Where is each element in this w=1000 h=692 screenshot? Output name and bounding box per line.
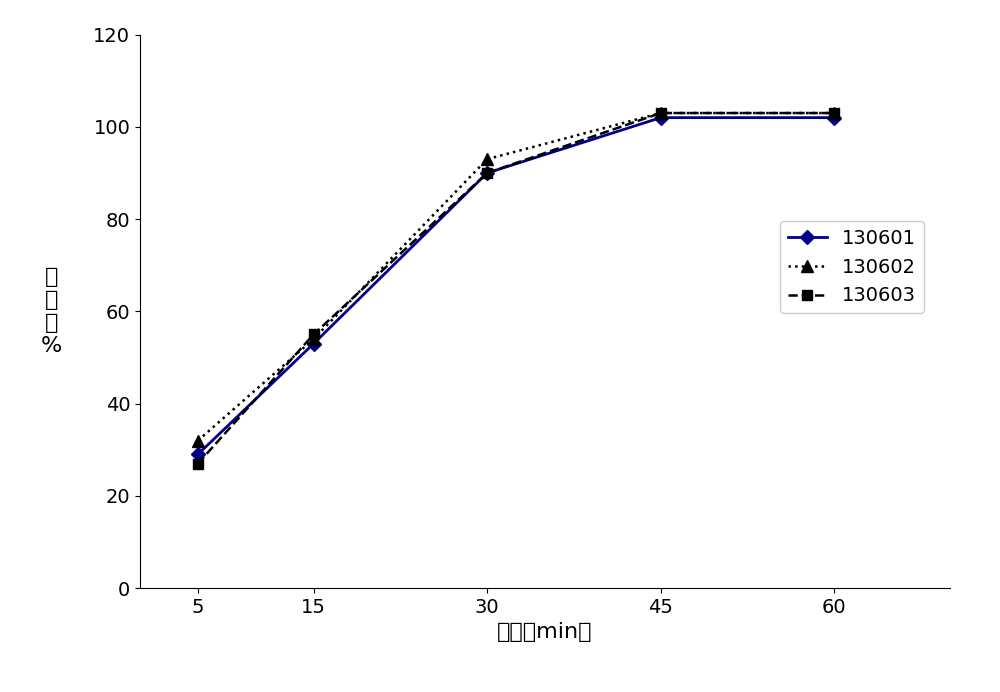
Y-axis label: 溶
出
度
%: 溶 出 度 %	[41, 266, 62, 356]
130603	[828, 109, 840, 117]
Line: 130602: 130602	[192, 107, 841, 447]
130603	[308, 330, 320, 338]
Line: 130603: 130603	[193, 108, 839, 468]
130603	[655, 109, 667, 117]
130603	[481, 169, 493, 177]
130601	[828, 113, 840, 122]
130602	[308, 335, 320, 343]
Legend: 130601, 130602, 130603: 130601, 130602, 130603	[780, 221, 924, 313]
130601	[655, 113, 667, 122]
130602	[655, 109, 667, 117]
X-axis label: 时间（min）: 时间（min）	[497, 623, 593, 642]
130601	[481, 169, 493, 177]
130602	[481, 155, 493, 163]
130602	[828, 109, 840, 117]
130603	[192, 459, 204, 468]
130601	[192, 450, 204, 459]
130602	[192, 437, 204, 445]
Line: 130601: 130601	[193, 113, 839, 459]
130601	[308, 340, 320, 348]
